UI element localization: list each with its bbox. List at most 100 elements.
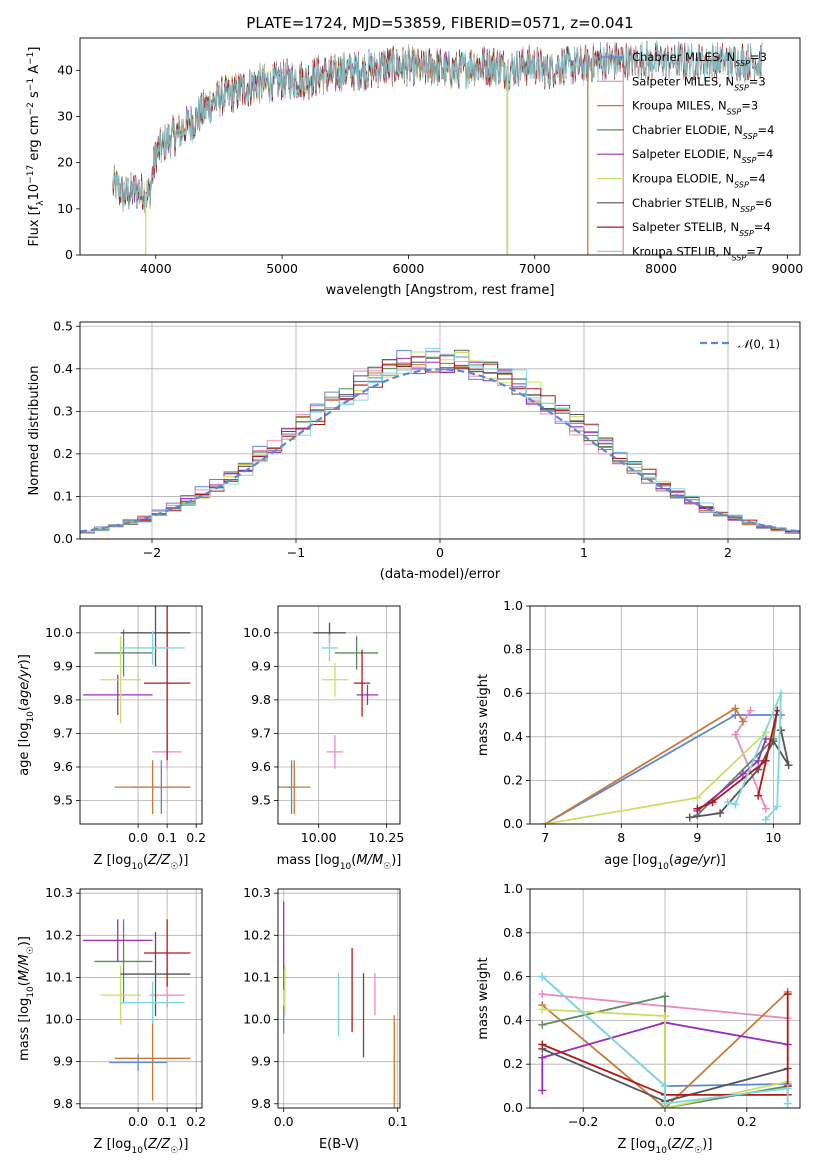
y-tick-label: 9.6 bbox=[251, 759, 271, 774]
spectrum-series bbox=[112, 39, 763, 255]
legend-label-tail: =6 bbox=[755, 196, 772, 210]
massweight-vs-age-marker-6-0 bbox=[685, 813, 694, 822]
x-tick-label: 9 bbox=[693, 830, 701, 845]
label-part: ☉ bbox=[170, 1146, 178, 1156]
massweight-vs-z-ylabel: mass weight bbox=[476, 957, 491, 1039]
x-tick-label: 0.0 bbox=[128, 1114, 148, 1129]
x-tick-label: 1 bbox=[580, 545, 588, 560]
legend-label-tail: =7 bbox=[746, 244, 763, 258]
residuals-axes: −2 −1 0 1 2 0.0 0.1 0.2 0.3 0.4 0.5 bbox=[53, 318, 800, 560]
massweight-vs-z-marker-1-0 bbox=[538, 990, 547, 999]
legend-label-main: Salpeter STELIB, N bbox=[632, 220, 739, 234]
x-tick-label: 5000 bbox=[266, 261, 298, 276]
massweight-vs-z-xlabel: Z [log10(Z/Z☉)] bbox=[618, 1137, 713, 1156]
label-part: −17 bbox=[26, 165, 36, 184]
y-tick-label: 10.0 bbox=[243, 1012, 271, 1027]
y-tick-label: 30 bbox=[57, 108, 73, 123]
massweight-vs-age-frame bbox=[529, 605, 801, 825]
y-tick-label: 10.2 bbox=[45, 927, 73, 942]
label-part: A bbox=[27, 65, 42, 78]
y-tick-label: 0.4 bbox=[53, 361, 73, 376]
age-vs-z-points bbox=[82, 606, 191, 814]
x-tick-label: 0 bbox=[436, 545, 444, 560]
y-tick-label: 0.4 bbox=[503, 729, 523, 744]
label-part: −1 bbox=[26, 52, 36, 65]
y-tick-label: 9.5 bbox=[53, 793, 73, 808]
legend-label-sub: SSP bbox=[734, 180, 749, 189]
massweight-vs-age-marker-1-2 bbox=[761, 804, 770, 813]
y-tick-label: 9.9 bbox=[53, 658, 73, 673]
age-vs-mass-axes: 10.00 10.25 9.5 9.6 9.7 9.8 9.9 10.0 bbox=[243, 606, 404, 845]
label-part: ] bbox=[27, 47, 42, 52]
massweight-vs-z-line-4 bbox=[541, 1021, 788, 1091]
y-tick-label: 0.0 bbox=[53, 531, 73, 546]
legend-label-tail: =4 bbox=[758, 123, 775, 137]
label-part: Z [log bbox=[94, 853, 132, 868]
massweight-vs-age-marker-8-4 bbox=[761, 815, 770, 824]
massweight-vs-z-marker-8-4 bbox=[783, 1099, 792, 1108]
y-tick-label: 10.0 bbox=[45, 625, 73, 640]
legend-label-sub: SSP bbox=[742, 156, 757, 165]
legend-label-tail: =4 bbox=[749, 172, 766, 186]
y-tick-label: 1.0 bbox=[503, 598, 523, 613]
label-part: Z [log bbox=[94, 1137, 132, 1152]
legend-label-sub: SSP bbox=[743, 131, 758, 140]
massweight-vs-z-marker-3-0 bbox=[538, 1020, 547, 1029]
label-part: (data-model)/error bbox=[380, 567, 501, 582]
label-part: )] bbox=[178, 1137, 188, 1152]
massweight-vs-age-marker-2-1 bbox=[731, 704, 740, 713]
massweight-vs-z-marker-8-3 bbox=[783, 1084, 792, 1093]
label-part: 10 bbox=[655, 1146, 667, 1156]
y-tick-label: 10.2 bbox=[243, 927, 271, 942]
mass-vs-ebv-axes: 0.0 0.1 9.8 9.9 10.0 10.1 10.2 10.3 bbox=[243, 885, 408, 1129]
age-vs-mass-points bbox=[278, 622, 379, 814]
y-tick-label: 9.7 bbox=[251, 725, 271, 740]
label-part: ( bbox=[143, 853, 148, 868]
label-part: 10 bbox=[131, 862, 143, 872]
massweight-vs-age-marker-8-0 bbox=[723, 798, 732, 807]
label-part: 10 bbox=[27, 184, 42, 201]
legend-label-main: Kroupa MILES, N bbox=[632, 99, 727, 113]
mass-vs-z-xlabel: Z [log10(Z/Z☉)] bbox=[94, 1137, 189, 1156]
y-tick-label: 10.1 bbox=[45, 969, 73, 984]
x-tick-label: 8 bbox=[617, 830, 625, 845]
label-part: )] bbox=[716, 853, 726, 868]
age-vs-z-ylabel: age [log10(age/yr)] bbox=[17, 654, 36, 776]
label-part: ☉ bbox=[26, 946, 36, 954]
legend-label-sub: SSP bbox=[739, 229, 754, 238]
massweight-vs-age-line-0 bbox=[544, 714, 781, 824]
label-part: mass [log bbox=[17, 998, 32, 1061]
legend-label-main: Chabrier ELODIE, N bbox=[632, 123, 743, 137]
y-tick-label: 0.0 bbox=[503, 816, 523, 831]
label-part: λ bbox=[36, 200, 46, 206]
spectrum-line-4 bbox=[112, 46, 508, 255]
y-tick-label: 10.0 bbox=[243, 625, 271, 640]
label-part: 10 bbox=[26, 711, 36, 723]
label-part: Flux [f bbox=[27, 205, 42, 246]
age-vs-mass-xlabel: mass [log10(M/M☉)] bbox=[277, 853, 402, 872]
y-tick-label: 9.5 bbox=[251, 793, 271, 808]
residuals-ylabel: Normed distribution bbox=[27, 366, 42, 496]
y-tick-label: 20 bbox=[57, 155, 73, 170]
massweight-vs-age-marker-4-2 bbox=[754, 756, 763, 765]
y-tick-label: 10.0 bbox=[45, 1012, 73, 1027]
legend-label-5: Kroupa ELODIE, NSSP=4 bbox=[632, 172, 766, 190]
massweight-vs-age-marker-7-4 bbox=[754, 791, 763, 800]
massweight-vs-z-line-2 bbox=[541, 991, 789, 1108]
massweight-vs-age-marker-8-1 bbox=[731, 800, 740, 809]
spectrum-axes: 4000 5000 6000 7000 8000 9000 0 10 20 30 40 bbox=[57, 62, 803, 276]
label-part: wavelength [Angstrom, rest frame] bbox=[326, 283, 555, 298]
label-part: ( bbox=[351, 853, 356, 868]
y-tick-label: 0.4 bbox=[503, 1012, 523, 1027]
x-tick-label: 10.00 bbox=[301, 830, 337, 845]
legend-label-sub: SSP bbox=[735, 59, 750, 68]
label-part: age/yr bbox=[17, 663, 32, 706]
label-part: ( bbox=[17, 981, 32, 986]
y-tick-label: 0.0 bbox=[503, 1100, 523, 1115]
label-part: E(B-V) bbox=[319, 1137, 359, 1152]
figure-title: PLATE=1724, MJD=53859, FIBERID=0571, z=0… bbox=[246, 14, 633, 32]
label-part: )] bbox=[391, 853, 401, 868]
residual-histogram-8 bbox=[80, 348, 800, 533]
massweight-vs-age-marker-1-1 bbox=[731, 730, 740, 739]
